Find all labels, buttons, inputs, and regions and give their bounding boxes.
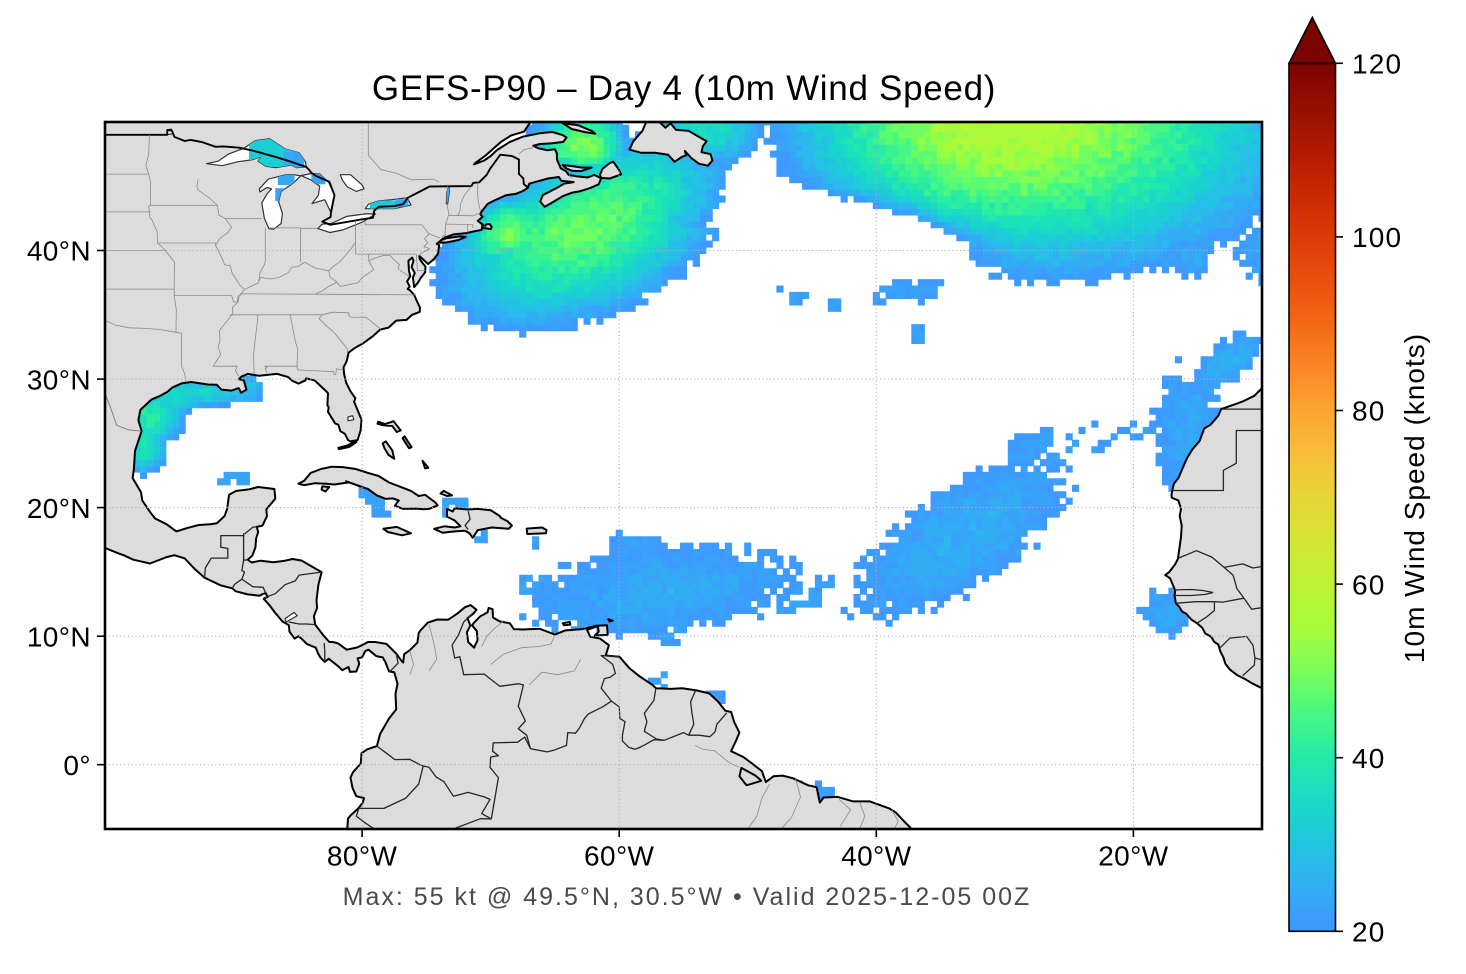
svg-text:20: 20 [1352, 917, 1386, 948]
svg-text:80: 80 [1352, 396, 1386, 427]
svg-text:40: 40 [1352, 743, 1386, 774]
svg-text:10m Wind Speed (knots): 10m Wind Speed (knots) [1399, 333, 1430, 663]
svg-text:60: 60 [1352, 569, 1386, 600]
svg-text:80°W: 80°W [327, 841, 398, 872]
svg-text:100: 100 [1352, 222, 1402, 253]
svg-text:40°N: 40°N [27, 236, 91, 267]
svg-text:30°N: 30°N [27, 364, 91, 395]
svg-text:20°W: 20°W [1098, 841, 1169, 872]
svg-text:40°W: 40°W [841, 841, 912, 872]
svg-text:Max: 55 kt @ 49.5°N, 30.5°W •: Max: 55 kt @ 49.5°N, 30.5°W • Valid 2025… [343, 883, 1032, 911]
svg-text:60°W: 60°W [584, 841, 655, 872]
svg-text:GEFS-P90 – Day 4 (10m Wind Spe: GEFS-P90 – Day 4 (10m Wind Speed) [372, 69, 996, 108]
svg-text:20°N: 20°N [27, 493, 91, 524]
svg-text:120: 120 [1352, 49, 1402, 80]
svg-text:0°: 0° [63, 750, 91, 781]
svg-text:10°N: 10°N [27, 621, 91, 652]
